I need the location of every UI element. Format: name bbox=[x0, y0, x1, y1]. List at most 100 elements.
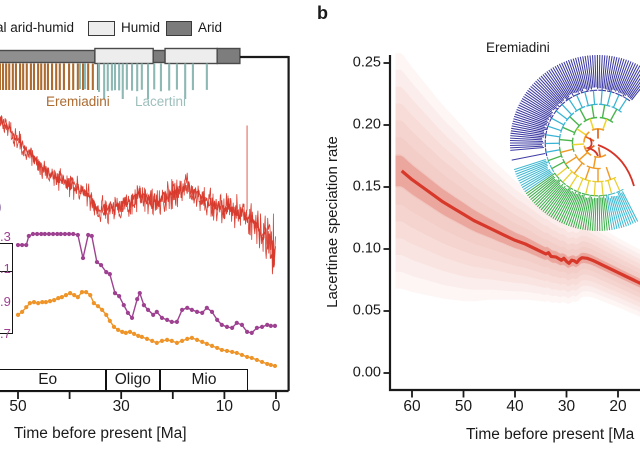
orange-series-point bbox=[189, 335, 194, 340]
tree-tip bbox=[620, 192, 636, 223]
tree-tip bbox=[568, 59, 580, 91]
speciation-rate-line bbox=[400, 169, 640, 285]
tree-tip bbox=[518, 166, 548, 182]
tree-tip bbox=[530, 178, 556, 201]
tree-branch bbox=[555, 110, 568, 120]
tree-arc bbox=[572, 92, 581, 97]
tree-tip bbox=[546, 71, 568, 101]
orange-series-point bbox=[123, 330, 128, 335]
tree-tip bbox=[617, 191, 632, 225]
orange-series-point bbox=[194, 337, 200, 342]
tree-branch bbox=[584, 91, 589, 106]
tree-tip bbox=[512, 122, 545, 132]
purple-series-point bbox=[15, 242, 21, 248]
tree-tip bbox=[603, 196, 608, 231]
panel-a-spines bbox=[0, 55, 290, 393]
tree-tip bbox=[565, 193, 579, 226]
tree-tip bbox=[510, 132, 545, 138]
tree-tip bbox=[558, 192, 575, 223]
tree-branch bbox=[592, 156, 597, 169]
tree-arc bbox=[549, 114, 554, 122]
tree-branch bbox=[575, 94, 583, 108]
tree-arc bbox=[565, 112, 575, 122]
tree-tip bbox=[627, 77, 640, 98]
purple-series-point bbox=[239, 322, 245, 327]
tree-arc bbox=[586, 165, 601, 170]
purple-series-point bbox=[194, 309, 200, 314]
tree-branch bbox=[584, 166, 591, 180]
tree-branch bbox=[618, 98, 628, 111]
tree-tip bbox=[510, 146, 544, 151]
orange-series-point bbox=[31, 300, 37, 305]
purple-series-point bbox=[254, 325, 260, 330]
tree-tip bbox=[624, 69, 640, 96]
tree-tip bbox=[605, 195, 613, 230]
tree-tip bbox=[517, 106, 548, 121]
panel-b-spines bbox=[388, 55, 640, 392]
tree-branch bbox=[560, 148, 574, 154]
orange-series-point bbox=[24, 305, 29, 310]
tree-tip bbox=[550, 187, 571, 218]
tree-tip bbox=[582, 197, 589, 230]
tree-tip bbox=[598, 195, 601, 232]
tree-branch bbox=[545, 149, 561, 153]
tree-tip bbox=[589, 198, 594, 231]
tree-tip bbox=[616, 60, 630, 91]
tree-tip bbox=[554, 190, 572, 221]
purple-series-point bbox=[179, 307, 185, 312]
tree-tip bbox=[528, 87, 556, 110]
orange-series-point bbox=[185, 336, 190, 341]
orange-series-point bbox=[79, 290, 85, 295]
tree-branch bbox=[562, 171, 573, 183]
tree-tip bbox=[528, 176, 556, 199]
tree-arc bbox=[581, 192, 590, 196]
orange-series-point bbox=[47, 299, 53, 304]
tree-tip bbox=[613, 58, 625, 91]
climate-bar-segment-arid bbox=[152, 49, 166, 64]
tree-tip bbox=[613, 196, 625, 228]
orange-series-point bbox=[107, 318, 112, 323]
purple-series-point bbox=[249, 330, 254, 335]
purple-series-point bbox=[204, 305, 209, 310]
purple-series-point bbox=[75, 232, 80, 238]
tree-branch bbox=[601, 181, 604, 196]
tree-tip bbox=[519, 102, 549, 119]
tree-branch bbox=[547, 125, 562, 132]
tree-tip bbox=[615, 195, 627, 227]
tree-tip bbox=[563, 61, 578, 93]
speciation-uncertainty-band bbox=[395, 69, 640, 312]
purple-series-point bbox=[169, 319, 174, 324]
orange-series-point bbox=[127, 329, 133, 334]
tree-arc bbox=[598, 103, 611, 107]
tree-arc bbox=[544, 130, 548, 139]
tree-branch bbox=[562, 126, 575, 134]
orange-series-point bbox=[95, 304, 101, 309]
orange-series-point bbox=[219, 347, 224, 353]
tree-tip bbox=[609, 197, 618, 230]
purple-series-point bbox=[55, 231, 60, 237]
tree-branch bbox=[606, 91, 612, 106]
tree-tip bbox=[511, 152, 546, 161]
orange-series-point bbox=[63, 293, 69, 298]
purple-series-point bbox=[30, 231, 36, 237]
tree-tip bbox=[577, 197, 586, 229]
tree-tip bbox=[523, 95, 553, 115]
tree-tip bbox=[607, 195, 616, 230]
tree-branch bbox=[559, 138, 573, 142]
red-series bbox=[0, 116, 276, 268]
tree-tip bbox=[535, 80, 560, 105]
tree-tip bbox=[517, 164, 549, 180]
tree-branch bbox=[573, 162, 583, 174]
speciation-uncertainty-band bbox=[395, 137, 640, 293]
purple-series-point bbox=[189, 307, 194, 312]
tree-tip bbox=[591, 197, 596, 231]
tree-tip bbox=[513, 158, 546, 171]
climate-bar-segment-arid bbox=[0, 49, 96, 64]
purple-series-point bbox=[66, 231, 72, 237]
tree-tip bbox=[511, 125, 545, 133]
orange-series-point bbox=[72, 293, 77, 298]
climate-bar-segment-humid bbox=[164, 47, 218, 65]
tree-tip bbox=[619, 62, 634, 94]
orange-series-point bbox=[150, 338, 155, 343]
